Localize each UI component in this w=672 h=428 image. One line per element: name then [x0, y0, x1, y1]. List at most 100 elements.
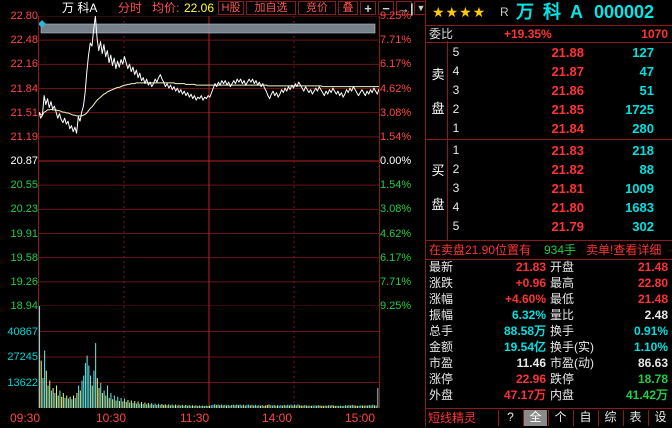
time-tick-3: 14:00 — [262, 411, 293, 425]
order-notice[interactable]: 在卖盘21.90位置有 934手 卖单!查看详细 — [426, 240, 672, 260]
ask-row-5[interactable]: 5 21.88 127 — [448, 43, 672, 62]
stat-row-5: 金额 19.54亿 换手(实) 1.10% — [426, 339, 672, 355]
stat-value-right: 86.63 — [637, 356, 668, 370]
level-volume: 47 — [639, 64, 654, 79]
chart-pane: 万 科A 分时 均价: 22.06 H股 加自选 竞价 叠 + − →| ▼ 2… — [0, 1, 428, 427]
level-index: 5 — [452, 219, 460, 233]
stat-label-left: 涨停 — [429, 372, 454, 386]
stat-label-right: 内盘 — [550, 388, 575, 402]
level-price: 21.87 — [551, 64, 584, 79]
ask-row-3[interactable]: 3 21.86 51 — [448, 81, 672, 100]
auction-button[interactable]: 竞价 — [298, 1, 336, 15]
stat-value-left: 21.83 — [515, 260, 546, 274]
add-watchlist-button[interactable]: 加自选 — [246, 1, 296, 15]
stock-name: 万 科 A — [516, 2, 586, 22]
percent-tick-4: 3.08% — [380, 106, 412, 119]
stat-value-right: 1.10% — [633, 340, 668, 354]
stat-label-left: 振幅 — [429, 308, 454, 322]
price-plot[interactable] — [38, 15, 380, 307]
time-tick-1: 10:30 — [96, 411, 127, 425]
price-tick-6: 20.87 — [10, 155, 38, 167]
book-divider — [447, 41, 448, 240]
stat-value-right: 41.42万 — [625, 388, 668, 402]
stat-label-right: 市盈(动) — [550, 356, 594, 370]
avg-price-label: 均价: — [152, 1, 180, 15]
bottom-toolbar: 短线精灵 ? 全个自综表设 — [426, 408, 672, 428]
level-index: 1 — [452, 121, 460, 135]
level-price: 21.82 — [551, 162, 584, 177]
percent-tick-11: 7.71% — [380, 275, 412, 288]
notice-text-suffix[interactable]: 卖单!查看详细 — [586, 243, 662, 257]
order-ratio-row: 委比 +19.35% 1070 — [426, 25, 672, 43]
stat-row-8: 外盘 47.17万 内盘 41.42万 — [426, 387, 672, 403]
level-index: 2 — [452, 102, 460, 116]
stat-row-2: 涨幅 +4.60% 最低 21.48 — [426, 291, 672, 307]
bottom-button-自[interactable]: 自 — [573, 410, 597, 426]
quote-pane: ★★★★ R 万 科 A 000002 委比 +19.35% 1070 卖 盘 … — [425, 0, 672, 427]
hshare-button[interactable]: H股 — [218, 1, 244, 15]
bottom-button-个[interactable]: 个 — [548, 410, 572, 426]
bottom-button-表[interactable]: 表 — [623, 410, 647, 426]
bid-row-1[interactable]: 1 21.83 218+35 — [448, 141, 672, 160]
level-index: 3 — [452, 181, 460, 195]
level-index: 1 — [452, 143, 460, 157]
stat-value-left: 6.32% — [511, 308, 546, 322]
level-index: 2 — [452, 162, 460, 176]
price-tick-11: 19.26 — [10, 275, 38, 288]
stat-label-right: 换手 — [550, 324, 575, 338]
chart-stock-name: 万 科A — [62, 1, 98, 15]
stat-label-right: 最高 — [550, 276, 575, 290]
ask-row-2[interactable]: 2 21.85 1725 — [448, 100, 672, 119]
price-tick-8: 20.23 — [10, 203, 38, 216]
bid-row-5[interactable]: 5 21.79 302 — [448, 217, 672, 236]
stat-row-7: 涨停 22.96 跌停 18.78 — [426, 371, 672, 387]
level-volume: 1683 — [625, 200, 654, 215]
notice-text-prefix: 在卖盘21.90位置有 — [429, 243, 532, 257]
level-volume: 280 — [632, 121, 654, 136]
stock-code: 000002 — [594, 2, 655, 22]
bid-row-4[interactable]: 4 21.80 1683 — [448, 198, 672, 217]
bottom-button-综[interactable]: 综 — [598, 410, 622, 426]
price-tick-10: 19.58 — [10, 251, 38, 264]
stat-value-right: 0.91% — [633, 324, 668, 338]
percent-tick-10: 6.17% — [380, 251, 412, 264]
bid-row-2[interactable]: 2 21.82 88+40 — [448, 160, 672, 179]
scroll-right-icon[interactable]: →| — [396, 1, 414, 16]
percent-tick-2: 6.17% — [380, 58, 412, 71]
stat-value-left: 22.96 — [515, 372, 546, 386]
bottom-button-全[interactable]: 全 — [523, 410, 547, 426]
quote-header: ★★★★ R 万 科 A 000002 — [426, 0, 672, 24]
time-axis: 09:30 10:30 11:30 14:00 15:00 — [0, 409, 424, 427]
bottom-button-设[interactable]: 设 — [648, 410, 672, 426]
ask-row-4[interactable]: 4 21.87 47 — [448, 62, 672, 81]
level-volume: 302 — [632, 219, 654, 234]
stat-label-right: 跌停 — [550, 372, 575, 386]
stat-value-left: +0.96 — [515, 276, 546, 290]
level-index: 3 — [452, 83, 460, 97]
bottom-button-?[interactable]: ? — [498, 410, 522, 426]
zoom-in-icon[interactable]: + — [360, 1, 376, 15]
short-term-wizard-label[interactable]: 短线精灵 — [428, 411, 477, 425]
stat-label-left: 涨幅 — [429, 292, 454, 306]
stat-label-left: 总手 — [429, 324, 454, 338]
ask-row-1[interactable]: 1 21.84 280-4 — [448, 119, 672, 138]
stat-label-left: 市盈 — [429, 356, 454, 370]
overlay-button[interactable]: 叠 — [338, 1, 358, 15]
stat-value-left: +4.60% — [504, 292, 546, 306]
avg-price-value: 22.06 — [184, 1, 215, 15]
stat-row-3: 振幅 6.32% 量比 2.48 — [426, 307, 672, 323]
stat-value-right: 2.48 — [644, 308, 668, 322]
volume-plot[interactable] — [38, 305, 380, 408]
level-delta: +35 — [656, 141, 672, 160]
margin-flag: R — [500, 5, 509, 19]
price-tick-5: 21.19 — [10, 130, 38, 143]
rating-stars-icon: ★★★★ — [432, 4, 487, 20]
chart-mode-label: 分时 — [118, 1, 143, 15]
buy-side-label-2: 盘 — [431, 197, 445, 212]
level-volume: 51 — [639, 83, 654, 98]
price-tick-9: 19.91 — [10, 227, 38, 240]
bid-row-3[interactable]: 3 21.81 1009 — [448, 179, 672, 198]
level-price: 21.86 — [551, 83, 584, 98]
zoom-out-icon[interactable]: − — [378, 1, 394, 15]
